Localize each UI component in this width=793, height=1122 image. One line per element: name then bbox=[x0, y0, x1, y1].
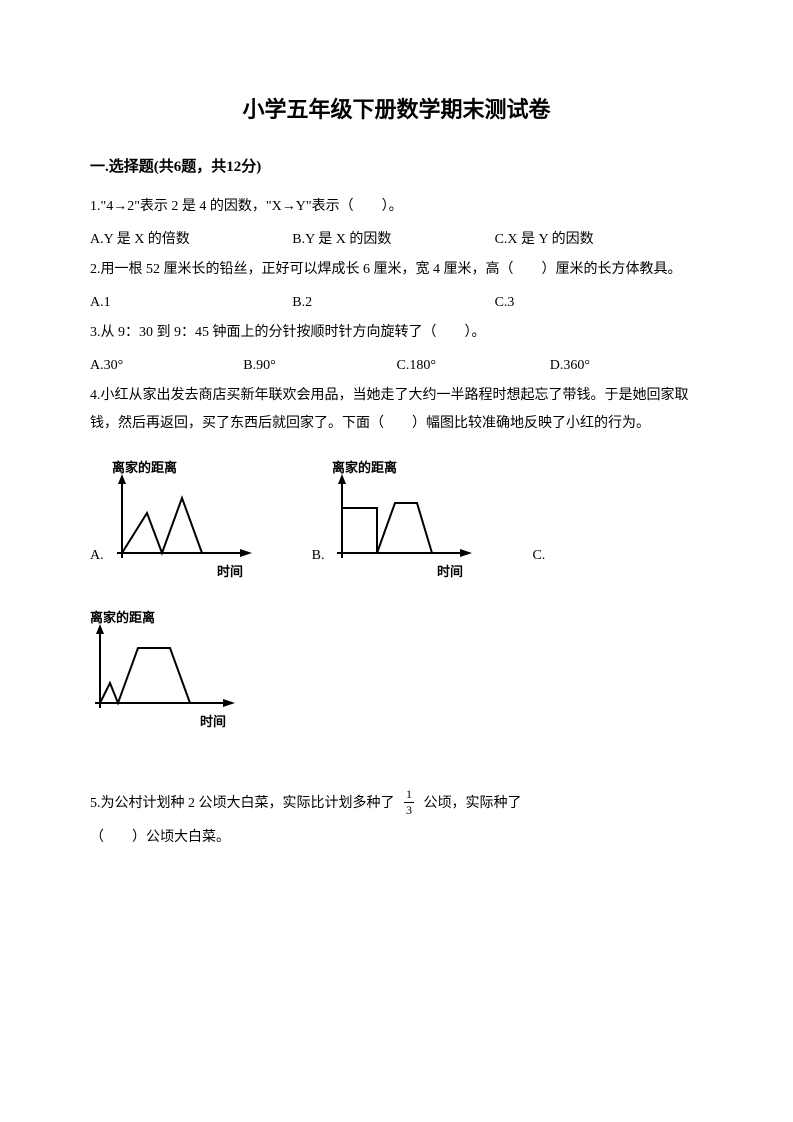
q2-option-c: C.3 bbox=[495, 290, 697, 315]
axis-y-label: 离家的距离 bbox=[90, 610, 155, 625]
q4-label-b: B. bbox=[312, 543, 325, 568]
axis-x-label: 时间 bbox=[217, 564, 243, 579]
q3-option-d: D.360° bbox=[550, 353, 703, 378]
q5-frac-den: 3 bbox=[404, 803, 414, 817]
question-4-graphs-row1: A. 离家的距离 时间 B. 离家的距离 时间 C. bbox=[90, 458, 703, 588]
axis-x-label: 时间 bbox=[200, 714, 226, 729]
q4-graph-c: 离家的距离 时间 bbox=[90, 608, 260, 748]
section-header: 一.选择题(共6题，共12分) bbox=[90, 154, 703, 181]
q4-graph-b: 离家的距离 时间 bbox=[332, 458, 492, 588]
question-5: 5.为公村计划种 2 公顷大白菜，实际比计划多种了 1 3 公顷，实际种了 （ … bbox=[90, 787, 703, 854]
q3-option-a: A.30° bbox=[90, 353, 243, 378]
page-title: 小学五年级下册数学期末测试卷 bbox=[90, 90, 703, 130]
question-2-options: A.1 B.2 C.3 bbox=[90, 290, 703, 315]
q5-part1: 5.为公村计划种 2 公顷大白菜，实际比计划多种了 bbox=[90, 796, 395, 811]
q4-graph-a: 离家的距离 时间 bbox=[112, 458, 272, 588]
axis-x-label: 时间 bbox=[437, 564, 463, 579]
q4-graph-b-wrap: B. 离家的距离 时间 bbox=[312, 458, 493, 588]
graph-b-path bbox=[342, 503, 432, 553]
q3-option-c: C.180° bbox=[397, 353, 550, 378]
q1-option-b: B.Y 是 X 的因数 bbox=[292, 227, 494, 252]
q1-option-c: C.X 是 Y 的因数 bbox=[495, 227, 697, 252]
question-2: 2.用一根 52 厘米长的铅丝，正好可以焊成长 6 厘米，宽 4 厘米，高（ ）… bbox=[90, 256, 703, 284]
question-1-options: A.Y 是 X 的倍数 B.Y 是 X 的因数 C.X 是 Y 的因数 bbox=[90, 227, 703, 252]
q4-graph-a-wrap: A. 离家的距离 时间 bbox=[90, 458, 272, 588]
q3-option-b: B.90° bbox=[243, 353, 396, 378]
axis-y-label: 离家的距离 bbox=[332, 460, 397, 475]
q4-label-c: C. bbox=[532, 543, 545, 568]
question-4: 4.小红从家出发去商店买新年联欢会用品，当她走了大约一半路程时想起忘了带钱。于是… bbox=[90, 382, 703, 438]
q5-part3: （ ）公顷大白菜。 bbox=[90, 830, 230, 845]
q5-part2: 公顷，实际种了 bbox=[424, 796, 522, 811]
axis-y-label: 离家的距离 bbox=[112, 460, 177, 475]
q5-frac-num: 1 bbox=[404, 787, 414, 802]
q2-option-a: A.1 bbox=[90, 290, 292, 315]
q5-fraction: 1 3 bbox=[404, 787, 414, 817]
question-3: 3.从 9：30 到 9：45 钟面上的分针按顺时针方向旋转了（ ）。 bbox=[90, 319, 703, 347]
q4-graph-c-wrap: 离家的距离 时间 bbox=[90, 608, 703, 757]
graph-c-path bbox=[100, 648, 190, 703]
q4-label-a: A. bbox=[90, 543, 104, 568]
graph-a-path bbox=[122, 498, 202, 553]
question-3-options: A.30° B.90° C.180° D.360° bbox=[90, 353, 703, 378]
q1-option-a: A.Y 是 X 的倍数 bbox=[90, 227, 292, 252]
q2-option-b: B.2 bbox=[292, 290, 494, 315]
question-1: 1."4→2"表示 2 是 4 的因数，"X→Y"表示（ ）。 bbox=[90, 193, 703, 221]
